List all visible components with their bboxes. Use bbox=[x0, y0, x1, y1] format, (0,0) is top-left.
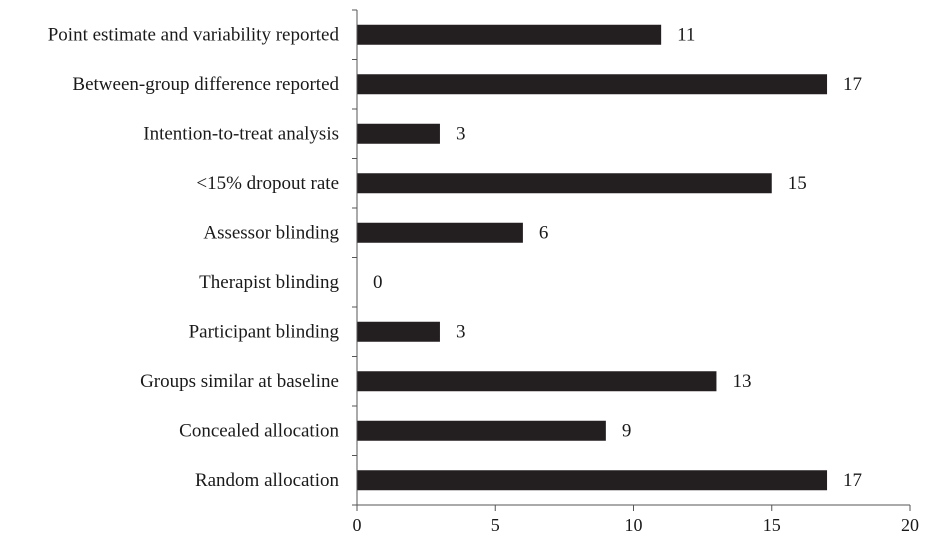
data-label: 17 bbox=[843, 470, 862, 491]
x-tick-label: 0 bbox=[353, 515, 362, 535]
category-label: Assessor blinding bbox=[203, 222, 339, 243]
data-label: 3 bbox=[456, 321, 466, 342]
category-label: Participant blinding bbox=[189, 321, 340, 342]
category-label: Groups similar at baseline bbox=[140, 371, 339, 392]
bar bbox=[357, 123, 440, 144]
bar bbox=[357, 420, 606, 441]
x-tick-label: 10 bbox=[625, 515, 643, 535]
category-label: Between-group difference reported bbox=[72, 74, 339, 95]
bar bbox=[357, 470, 828, 491]
category-labels-group: Point estimate and variability reported B… bbox=[48, 24, 340, 491]
data-label: 9 bbox=[622, 420, 632, 441]
category-label: Therapist blinding bbox=[199, 272, 339, 293]
category-label: Concealed allocation bbox=[179, 420, 339, 441]
data-label: 6 bbox=[539, 222, 549, 243]
bars-group bbox=[357, 24, 828, 491]
data-label: 3 bbox=[456, 123, 466, 144]
bar bbox=[357, 24, 662, 45]
bar bbox=[357, 371, 717, 392]
data-label: 0 bbox=[373, 272, 383, 293]
data-label: 11 bbox=[677, 24, 695, 45]
bar bbox=[357, 321, 440, 342]
value-labels-group: 11 17 3 15 6 0 3 13 9 17 bbox=[373, 24, 862, 491]
bar bbox=[357, 173, 772, 194]
axes-group: 0 5 10 15 20 bbox=[352, 9, 919, 535]
category-label: Random allocation bbox=[195, 470, 340, 491]
category-label: Intention-to-treat analysis bbox=[143, 123, 339, 144]
x-tick-label: 20 bbox=[901, 515, 919, 535]
bar bbox=[357, 74, 828, 95]
category-label: Point estimate and variability reported bbox=[48, 24, 340, 45]
x-tick-label: 5 bbox=[491, 515, 500, 535]
bar bbox=[357, 222, 523, 243]
data-label: 15 bbox=[788, 173, 807, 194]
x-tick-label: 15 bbox=[763, 515, 781, 535]
category-label: <15% dropout rate bbox=[196, 173, 339, 194]
data-label: 17 bbox=[843, 74, 862, 95]
data-label: 13 bbox=[732, 371, 751, 392]
